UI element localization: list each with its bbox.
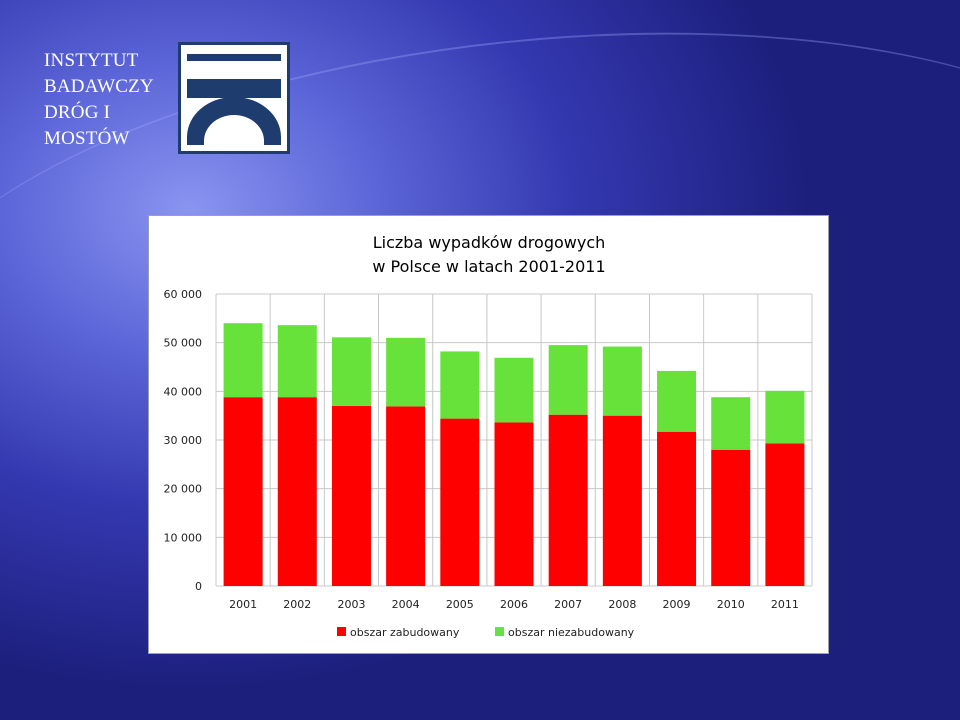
bar-segment [602, 415, 642, 586]
bar-segment [494, 357, 534, 423]
y-tick-label: 30 000 [164, 434, 203, 447]
bar-segment [277, 397, 317, 586]
logo-middle-bar [187, 79, 281, 98]
bar-segment [386, 337, 426, 407]
institute-name-line: MOSTÓW [44, 128, 130, 149]
x-tick-label: 2004 [392, 598, 420, 611]
y-tick-label: 40 000 [164, 385, 203, 398]
bar-segment [657, 370, 697, 432]
y-tick-label: 10 000 [164, 531, 203, 544]
x-tick-label: 2009 [663, 598, 691, 611]
y-tick-label: 60 000 [164, 288, 203, 301]
y-tick-label: 20 000 [164, 483, 203, 496]
x-tick-label: 2010 [717, 598, 745, 611]
bar-segment [223, 397, 263, 586]
institute-name-line: BADAWCZY [44, 76, 154, 97]
bar-segment [331, 405, 371, 586]
institute-logo [178, 42, 290, 154]
bar-segment [331, 337, 371, 406]
x-tick-label: 2007 [554, 598, 582, 611]
logo-arch [187, 97, 281, 145]
x-tick-label: 2002 [283, 598, 311, 611]
x-tick-label: 2001 [229, 598, 257, 611]
x-tick-label: 2006 [500, 598, 528, 611]
y-tick-label: 50 000 [164, 337, 203, 350]
legend-swatch [495, 627, 504, 636]
institute-name: INSTYTUT BADAWCZY DRÓG I MOSTÓW [44, 48, 154, 152]
logo-emblem-icon [187, 54, 281, 145]
institute-name-line: DRÓG I [44, 102, 111, 123]
bar-segment [548, 345, 588, 415]
bar-segment [765, 390, 805, 444]
chart-title-line-1: Liczba wypadków drogowych [373, 233, 606, 252]
legend-swatch [337, 627, 346, 636]
bar-segment [223, 323, 263, 398]
legend-label: obszar niezabudowany [508, 626, 635, 639]
institute-name-line: INSTYTUT [44, 50, 139, 71]
bar-segment [277, 325, 317, 398]
bar-segment [386, 406, 426, 586]
bar-segment [548, 414, 588, 586]
chart-title-line-2: w Polsce w latach 2001-2011 [372, 257, 605, 276]
bar-segment [440, 351, 480, 419]
x-tick-label: 2008 [608, 598, 636, 611]
accidents-chart: Liczba wypadków drogowych w Polsce w lat… [164, 233, 813, 639]
x-tick-label: 2011 [771, 598, 799, 611]
bar-segment [711, 449, 751, 586]
x-tick-label: 2003 [337, 598, 365, 611]
logo-top-bar [187, 54, 281, 61]
bar-segment [657, 431, 697, 586]
legend-label: obszar zabudowany [350, 626, 460, 639]
bar-segment [440, 418, 480, 586]
bar-segment [711, 397, 751, 450]
y-tick-label: 0 [195, 580, 202, 593]
chart-panel: Liczba wypadków drogowych w Polsce w lat… [148, 215, 829, 654]
bar-segment [602, 346, 642, 416]
bar-segment [765, 443, 805, 586]
bar-segment [494, 422, 534, 586]
x-tick-label: 2005 [446, 598, 474, 611]
